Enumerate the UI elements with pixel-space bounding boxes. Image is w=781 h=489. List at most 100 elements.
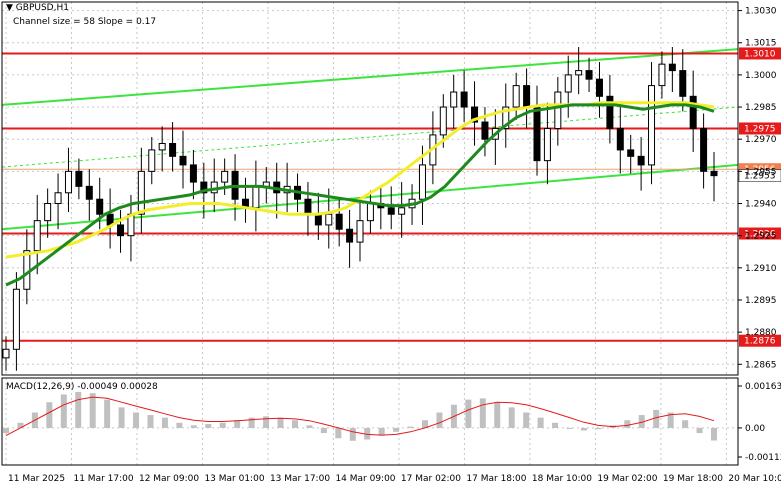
current-price-label: 1.2953 xyxy=(744,172,776,182)
candle-down xyxy=(387,207,395,215)
candle-up xyxy=(398,207,406,215)
candle-down xyxy=(96,198,104,215)
macd-histogram-bar xyxy=(60,394,67,428)
macd-histogram-bar xyxy=(75,391,82,428)
level-label-bg xyxy=(739,334,781,347)
macd-histogram-bar xyxy=(393,427,400,432)
dropdown-triangle-icon[interactable]: ▼ xyxy=(6,3,13,13)
candle-up xyxy=(450,91,458,108)
macd-histogram-bar xyxy=(508,407,515,428)
level-label-bg xyxy=(739,227,781,240)
time-tick-label: 19 Mar 02:00 xyxy=(597,474,657,484)
candle-up xyxy=(439,106,447,136)
candle-up xyxy=(23,250,31,290)
macd-histogram-bar xyxy=(364,427,371,440)
time-tick-label: 18 Mar 10:00 xyxy=(532,474,592,484)
symbol-label: GBPUSD,H1 xyxy=(15,3,69,13)
price-tick-label: 1.2955 xyxy=(745,167,777,177)
candle-down xyxy=(75,170,83,187)
macd-histogram-bar xyxy=(407,426,414,428)
macd-histogram-bar xyxy=(624,420,631,428)
time-tick-label: 11 Mar 2025 xyxy=(8,474,65,484)
current-price-label-bg xyxy=(738,169,781,182)
candle-up xyxy=(221,170,229,183)
candle-down xyxy=(169,142,177,157)
macd-histogram-bar xyxy=(465,399,472,428)
candle-down xyxy=(335,213,343,230)
macd-histogram-bar xyxy=(682,420,689,428)
candle-down xyxy=(668,63,676,72)
candle-down xyxy=(200,181,208,194)
time-tick-label: 11 Mar 17:00 xyxy=(73,474,133,484)
candle-down xyxy=(189,164,197,183)
candle-down xyxy=(471,106,479,123)
time-tick-label: 17 Mar 18:00 xyxy=(466,474,526,484)
macd-histogram-bar xyxy=(378,427,385,436)
macd-histogram-bar xyxy=(263,416,270,428)
macd-histogram-bar xyxy=(320,427,327,434)
macd-histogram-bar xyxy=(190,425,197,428)
candle-down xyxy=(700,127,708,172)
candle-down xyxy=(637,155,645,166)
level-label: 1.2926 xyxy=(744,230,776,240)
candle-down xyxy=(179,155,187,166)
candle-up xyxy=(2,348,10,359)
level-label: 1.3010 xyxy=(744,49,776,59)
macd-histogram-bar xyxy=(696,427,703,434)
time-tick-label: 13 Mar 17:00 xyxy=(270,474,330,484)
price-tick-label: 1.3015 xyxy=(745,39,777,49)
level-label: 1.2975 xyxy=(744,124,776,134)
price-tick-label: 1.2880 xyxy=(745,328,777,338)
macd-tick-label: 0.00163 xyxy=(745,382,781,392)
macd-histogram-bar xyxy=(17,422,24,428)
macd-histogram-bar xyxy=(580,427,587,431)
price-tick-label: 1.2925 xyxy=(745,232,777,242)
candle-down xyxy=(460,91,468,108)
macd-histogram-bar xyxy=(3,427,9,434)
macd-histogram-bar xyxy=(667,412,674,428)
macd-histogram-bar xyxy=(653,409,660,428)
candle-up xyxy=(366,203,374,222)
candle-up xyxy=(12,288,20,350)
candle-up xyxy=(502,106,510,129)
macd-histogram-bar xyxy=(118,407,125,428)
level-label-bg xyxy=(739,47,781,60)
macd-histogram-bar xyxy=(161,417,168,428)
candle-up xyxy=(64,170,72,194)
macd-histogram-bar xyxy=(335,427,342,439)
price-tick-label: 1.2910 xyxy=(745,264,777,274)
candle-up xyxy=(418,164,426,200)
candle-up xyxy=(658,63,666,87)
candle-up xyxy=(648,85,656,166)
candle-down xyxy=(304,198,312,215)
macd-panel-frame xyxy=(1,377,739,466)
time-tick-label: 17 Mar 02:00 xyxy=(401,474,461,484)
candle-up xyxy=(148,149,156,172)
candle-down xyxy=(616,127,624,151)
macd-histogram-bar xyxy=(595,427,602,430)
macd-tick-label: 0.00 xyxy=(745,424,765,434)
candle-up xyxy=(554,91,562,129)
price-tick-label: 1.2970 xyxy=(745,135,777,145)
candle-down xyxy=(533,106,541,162)
macd-histogram-bar xyxy=(176,422,183,428)
price-tick-label: 1.3000 xyxy=(745,71,777,81)
macd-histogram-bar xyxy=(219,422,226,428)
candle-up xyxy=(575,70,583,76)
candle-up xyxy=(356,220,364,243)
macd-signal-line xyxy=(5,396,715,437)
candle-up xyxy=(137,170,145,215)
price-tick-label: 1.2895 xyxy=(745,296,777,306)
candle-down xyxy=(606,95,614,129)
candles xyxy=(2,47,718,371)
candle-up xyxy=(44,203,52,222)
macd-histogram-bar xyxy=(552,422,559,428)
candle-up xyxy=(512,85,520,108)
candle-down xyxy=(523,85,531,108)
candle-up xyxy=(325,213,333,226)
price-tick-label: 1.2985 xyxy=(745,103,777,113)
macd-histogram-bar xyxy=(306,425,313,428)
level-label-bg xyxy=(739,122,781,135)
macd-histogram-bar xyxy=(133,412,140,428)
